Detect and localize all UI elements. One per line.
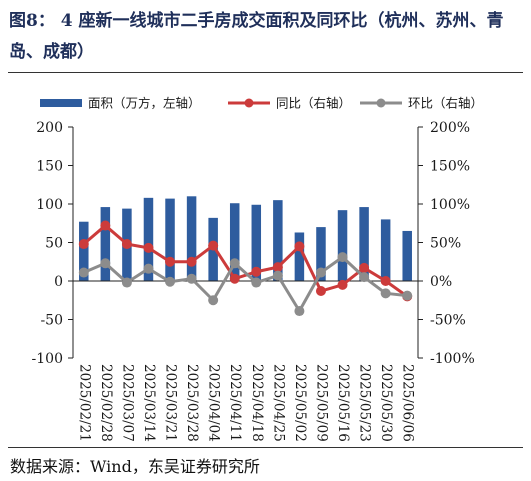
area-bar <box>143 197 154 281</box>
x-axis-tick-label: 2025/03/21 <box>163 364 179 442</box>
yoy-marker <box>380 276 391 286</box>
x-axis-tick-label: 2025/03/28 <box>184 364 200 442</box>
source-divider <box>8 447 523 448</box>
mom-marker <box>143 263 154 274</box>
legend-label: 环比（右轴） <box>408 96 483 111</box>
legend-swatch-marker <box>376 98 386 108</box>
area-bar <box>337 210 348 281</box>
area-bar <box>316 227 326 281</box>
title-divider <box>8 72 523 73</box>
mom-marker <box>78 267 89 278</box>
x-axis-tick-label: 2025/04/18 <box>249 364 265 442</box>
mom-marker <box>186 273 197 284</box>
area-bar <box>273 200 283 281</box>
right-axis-tick-label: 0% <box>430 274 452 290</box>
area-bar <box>165 198 175 281</box>
area-bar <box>359 207 369 281</box>
area-bar <box>251 204 262 281</box>
right-axis-tick-label: 100% <box>430 197 470 213</box>
right-axis-tick-label: 150% <box>430 159 470 175</box>
x-axis-tick-label: 2025/05/23 <box>357 364 373 442</box>
legend-swatch-bar <box>40 99 82 107</box>
yoy-marker <box>229 273 240 284</box>
area-bar <box>229 203 240 281</box>
area-bar <box>380 219 391 281</box>
x-axis-tick-label: 2025/04/25 <box>270 364 286 442</box>
right-axis-tick-label: 200% <box>430 120 470 136</box>
mom-marker <box>380 288 391 299</box>
x-axis-tick-label: 2025/03/07 <box>119 364 135 442</box>
yoy-marker <box>315 286 326 297</box>
x-axis-tick-label: 2025/02/28 <box>98 364 114 442</box>
legend-label: 同比（右轴） <box>276 96 351 111</box>
yoy-marker <box>143 242 154 253</box>
area-bar <box>402 230 412 281</box>
legend-label: 面积（万方，左轴） <box>88 96 201 111</box>
x-axis-tick-label: 2025/06/06 <box>400 364 416 442</box>
left-axis-tick-label: -50 <box>40 313 63 329</box>
x-axis-tick-label: 2025/04/11 <box>227 364 243 442</box>
yoy-line <box>82 224 409 298</box>
x-axis-tick-label: 2025/04/04 <box>206 364 222 442</box>
mom-marker <box>229 258 240 269</box>
chart-legend: 面积（万方，左轴） 同比（右轴） 环比（右轴） <box>40 96 483 111</box>
mom-marker <box>208 295 219 306</box>
right-axis-tick-labels: -100% -50% 0% 50% 100% 150% 200% <box>430 120 475 367</box>
left-axis-tick-label: 150 <box>36 159 63 175</box>
left-axis-tick-label: -100 <box>32 351 63 367</box>
mom-marker <box>294 306 305 317</box>
right-axis-tick-label: 50% <box>430 236 461 252</box>
yoy-marker <box>337 279 348 290</box>
mom-marker <box>272 270 283 281</box>
chart-axes <box>68 126 423 359</box>
right-axis-tick-label: -50% <box>430 313 466 329</box>
mom-marker <box>359 272 370 283</box>
figure-title: 图8： 4 座新一线城市二手房成交面积及同环比（杭州、苏州、青岛、成都） <box>9 11 504 62</box>
yoy-marker <box>251 266 262 277</box>
area-bar <box>186 196 197 281</box>
left-axis-tick-label: 50 <box>45 236 63 252</box>
mom-marker <box>337 252 348 263</box>
x-axis-tick-label: 2025/05/16 <box>335 364 351 442</box>
legend-swatch-marker <box>244 98 254 108</box>
left-axis-tick-label: 0 <box>54 274 63 290</box>
x-axis-tick-label: 2025/05/09 <box>313 364 329 442</box>
mom-marker <box>251 277 262 288</box>
left-axis-tick-label: 200 <box>36 120 63 136</box>
x-axis-tick-label: 2025/05/02 <box>292 364 308 442</box>
yoy-marker <box>359 262 370 273</box>
mom-marker <box>100 258 111 269</box>
yoy-marker <box>165 256 176 267</box>
left-axis-tick-label: 100 <box>36 197 63 213</box>
x-axis-tick-labels: 2025/02/21 2025/02/28 2025/03/07 2025/03/14… <box>76 364 415 442</box>
x-axis-tick-label: 2025/03/14 <box>141 364 157 442</box>
area-bar <box>79 221 89 281</box>
mom-marker <box>402 290 413 301</box>
yoy-marker <box>100 220 111 231</box>
area-bar <box>100 207 111 281</box>
mom-line <box>83 255 408 313</box>
mom-marker <box>315 267 326 278</box>
mom-marker <box>121 277 132 288</box>
x-axis-tick-label: 2025/02/21 <box>76 364 92 442</box>
yoy-marker <box>186 256 197 267</box>
yoy-marker <box>272 262 283 273</box>
yoy-marker <box>78 239 89 250</box>
chart: 面积（万方，左轴） 同比（右轴） 环比（右轴） -100 -50 0 50 100 150 20… <box>32 96 483 442</box>
yoy-marker <box>208 240 219 251</box>
right-axis-tick-label: -100% <box>430 351 475 367</box>
source-note: 数据来源：Wind，东吴证券研究所 <box>10 457 260 476</box>
x-axis-tick-label: 2025/05/30 <box>378 364 394 442</box>
area-bar <box>294 232 305 281</box>
yoy-marker <box>121 239 132 250</box>
yoy-marker <box>294 241 305 252</box>
line-series <box>78 220 413 317</box>
mom-marker <box>165 276 176 287</box>
left-axis-tick-labels: -100 -50 0 50 100 150 200 <box>32 120 63 367</box>
